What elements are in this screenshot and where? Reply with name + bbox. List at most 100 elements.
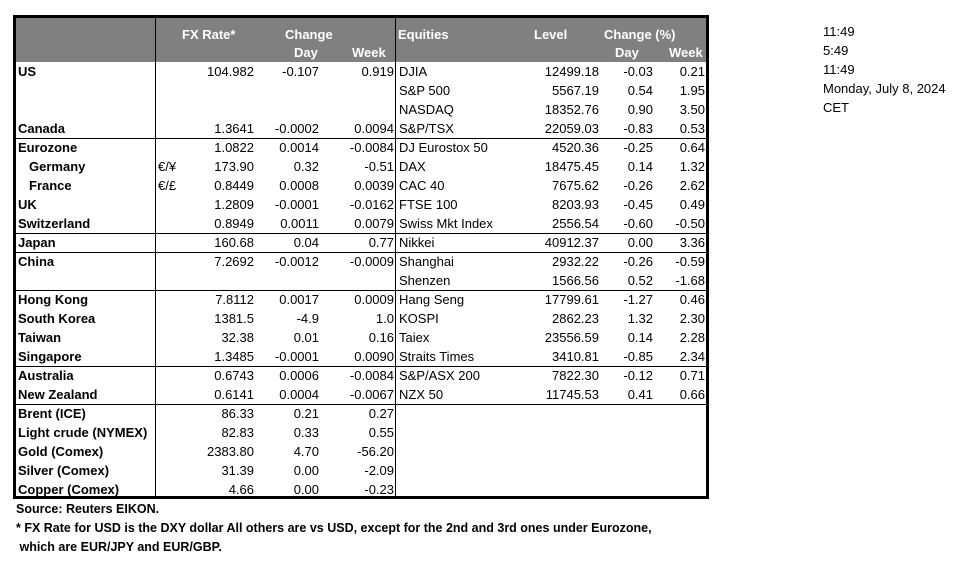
time-2: 5:49	[823, 43, 849, 58]
row-fx-rate: 7.8112	[215, 292, 254, 307]
row-fx-rate: 32.38	[221, 330, 254, 345]
row-equity-level: 7822.30	[552, 368, 599, 383]
row-equity-level: 5567.19	[552, 83, 599, 98]
row-fx-week-change: -0.0067	[349, 387, 394, 402]
row-equity-level: 22059.03	[544, 121, 599, 136]
row-fx-week-change: 0.0094	[354, 121, 394, 136]
table-row: Copper (Comex) 4.66 0.00 -0.23	[16, 480, 706, 499]
table-row: Hong Kong 7.8112 0.0017 0.0009 Hang Seng 1779…	[16, 290, 706, 309]
header-change-pct: Change (%)	[604, 27, 676, 42]
row-equity-day-change: 0.54	[627, 83, 653, 98]
row-equity-level: 12499.18	[544, 64, 599, 79]
fx-footnote-line1: * FX Rate for USD is the DXY dollar All …	[16, 521, 652, 535]
row-separator	[16, 290, 706, 291]
row-equity-week-change: 0.46	[679, 292, 705, 307]
row-fx-week-change: -56.20	[357, 444, 394, 459]
row-separator	[16, 138, 706, 139]
row-equity-day-change: 0.14	[627, 159, 653, 174]
header-change: Change	[285, 27, 333, 42]
row-equity-name: DJIA	[399, 64, 428, 79]
row-fx-rate: 4.66	[228, 482, 254, 497]
table-row: Canada 1.3641 -0.0002 0.0094 S&P/TSX 22059.03…	[16, 119, 706, 138]
table-row: Australia 0.6743 0.0006 -0.0084 S&P/ASX 200 7…	[16, 366, 706, 385]
row-equity-name: FTSE 100	[399, 197, 458, 212]
column-divider	[395, 18, 396, 496]
table-row: China 7.2692 -0.0012 -0.0009 Shanghai 2932.22…	[16, 252, 706, 271]
row-equity-week-change: 2.34	[679, 349, 705, 364]
table-row: Eurozone 1.0822 0.0014 -0.0084 DJ Eurostox 5…	[16, 138, 706, 157]
row-fx-day-change: 4.70	[293, 444, 319, 459]
row-equity-day-change: -0.03	[623, 64, 653, 79]
row-fx-week-change: -0.51	[364, 159, 394, 174]
row-equity-name: NASDAQ	[399, 102, 454, 117]
row-equity-day-change: 0.52	[627, 273, 653, 288]
row-fx-rate: 2383.80	[207, 444, 254, 459]
row-name: China	[18, 254, 55, 269]
row-equity-name: Shanghai	[399, 254, 454, 269]
row-equity-level: 23556.59	[544, 330, 599, 345]
row-equity-level: 40912.37	[544, 235, 599, 250]
header-fx-day: Day	[294, 45, 318, 60]
row-name: Eurozone	[18, 140, 78, 155]
row-fx-week-change: 0.919	[361, 64, 394, 79]
row-equity-week-change: 0.49	[679, 197, 705, 212]
table-row: NASDAQ 18352.76 0.90 3.50	[16, 100, 706, 119]
row-fx-rate: 1.3641	[214, 121, 254, 136]
row-equity-day-change: 0.00	[627, 235, 653, 250]
row-equity-name: NZX 50	[399, 387, 444, 402]
row-equity-week-change: 0.21	[679, 64, 705, 79]
row-equity-week-change: -0.50	[675, 216, 705, 231]
row-equity-day-change: 0.90	[627, 102, 653, 117]
row-fx-day-change: 0.0006	[279, 368, 319, 383]
row-equity-name: CAC 40	[399, 178, 445, 193]
row-equity-week-change: 2.62	[679, 178, 705, 193]
row-equity-name: Taiex	[399, 330, 430, 345]
table-row: Silver (Comex) 31.39 0.00 -2.09	[16, 461, 706, 480]
row-equity-week-change: 2.28	[679, 330, 705, 345]
row-equity-level: 2932.22	[552, 254, 599, 269]
header-eq-week: Week	[669, 45, 703, 60]
row-equity-name: Shenzen	[399, 273, 451, 288]
row-equity-week-change: 1.32	[679, 159, 705, 174]
row-equity-week-change: 0.53	[679, 121, 705, 136]
row-fx-rate: 0.6743	[214, 368, 254, 383]
row-name: South Korea	[18, 311, 96, 326]
row-equity-day-change: -0.26	[623, 178, 653, 193]
table-row: Germany €/¥ 173.90 0.32 -0.51 DAX 18475.45 0.14…	[16, 157, 706, 176]
row-equity-week-change: 3.50	[679, 102, 705, 117]
row-fx-week-change: 0.27	[368, 406, 394, 421]
row-name: Taiwan	[18, 330, 62, 345]
row-equity-week-change: 3.36	[679, 235, 705, 250]
row-name: Gold (Comex)	[18, 444, 104, 459]
row-separator	[16, 233, 706, 234]
row-fx-rate: 1.3485	[214, 349, 254, 364]
row-name: Light crude (NYMEX)	[18, 425, 148, 440]
row-equity-day-change: -0.85	[623, 349, 653, 364]
row-fx-week-change: -0.23	[364, 482, 394, 497]
header-fx-rate: FX Rate*	[182, 27, 236, 42]
row-equity-level: 4520.36	[552, 140, 599, 155]
row-name: Germany	[29, 159, 86, 174]
row-fx-rate: 1.2809	[214, 197, 254, 212]
row-fx-rate: 0.8949	[214, 216, 254, 231]
row-equity-name: Straits Times	[399, 349, 475, 364]
table-row: Light crude (NYMEX) 82.83 0.33 0.55	[16, 423, 706, 442]
row-fx-week-change: -2.09	[364, 463, 394, 478]
row-name: Brent (ICE)	[18, 406, 86, 421]
row-equity-level: 1566.56	[552, 273, 599, 288]
row-equity-day-change: -0.12	[623, 368, 653, 383]
timezone: CET	[823, 100, 849, 115]
table-row: France €/£ 0.8449 0.0008 0.0039 CAC 40 7675.62…	[16, 176, 706, 195]
header-eq-day: Day	[615, 45, 639, 60]
row-fx-day-change: 0.21	[293, 406, 319, 421]
date: Monday, July 8, 2024	[823, 81, 946, 96]
header-level: Level	[534, 27, 568, 42]
row-fx-day-change: 0.01	[293, 330, 319, 345]
table-row: Switzerland 0.8949 0.0011 0.0079 Swiss Mkt I…	[16, 214, 706, 233]
row-fx-day-change: 0.0008	[279, 178, 319, 193]
row-equity-name: KOSPI	[399, 311, 439, 326]
row-equity-week-change: 0.64	[679, 140, 705, 155]
row-separator	[16, 404, 706, 405]
row-equity-day-change: -0.26	[623, 254, 653, 269]
row-fx-day-change: -4.9	[296, 311, 319, 326]
